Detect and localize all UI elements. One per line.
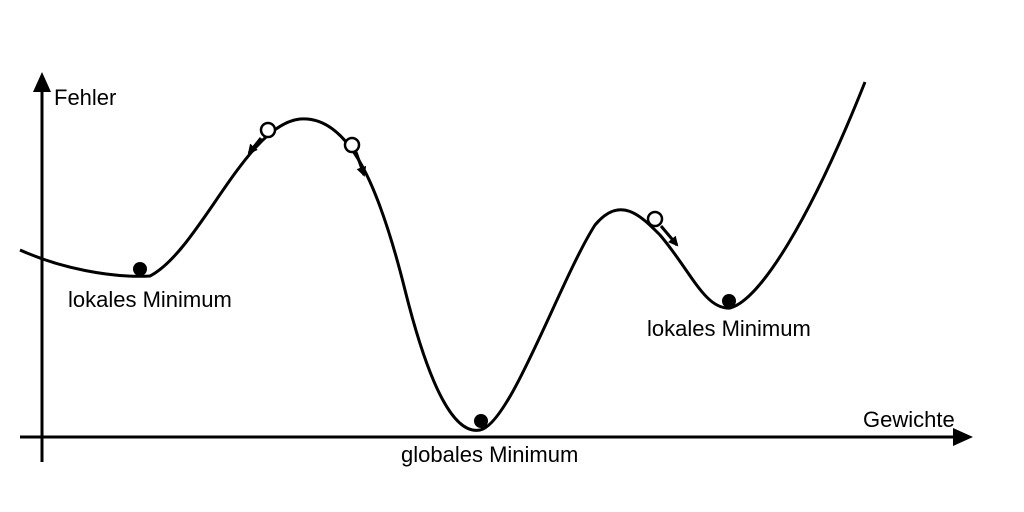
ball-left-peak-right: [343, 136, 367, 177]
error-curve: [19, 81, 867, 432]
global-minimum-label: globales Minimum: [401, 442, 578, 467]
axes: [20, 72, 973, 462]
hollow-ball: [646, 210, 664, 228]
ball-left-peak-left: [247, 121, 277, 155]
x-axis-label: Gewichte: [863, 407, 955, 432]
hollow-ball: [343, 136, 361, 154]
slope-arrow: [354, 151, 367, 177]
y-axis-label: Fehler: [54, 85, 116, 110]
left-local-minimum-label: lokales Minimum: [68, 287, 232, 312]
hollow-ball: [259, 121, 277, 139]
right-local-minimum-label: lokales Minimum: [647, 316, 811, 341]
global-minimum-point: [474, 414, 488, 428]
slope-arrow: [247, 137, 263, 155]
left-local-minimum-point: [133, 262, 147, 276]
slope-arrow: [659, 225, 679, 247]
right-local-minimum-point: [722, 294, 736, 308]
x-axis-arrowhead: [953, 428, 973, 446]
ball-right-peak: [646, 210, 679, 247]
y-axis-arrowhead: [33, 72, 51, 92]
